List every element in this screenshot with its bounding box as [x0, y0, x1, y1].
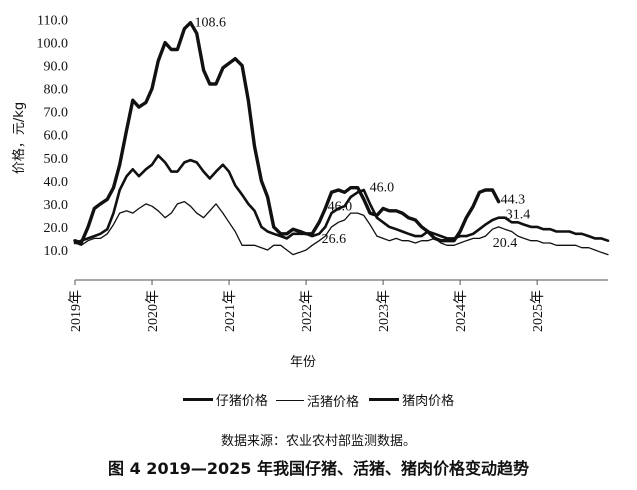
y-tick-label: 30.0: [44, 198, 69, 213]
y-tick-label: 10.0: [44, 244, 69, 259]
data-label: 44.3: [501, 193, 526, 208]
data-label: 108.6: [195, 16, 227, 31]
y-tick-label: 100.0: [37, 37, 69, 52]
y-tick-label: 80.0: [44, 83, 69, 98]
legend: 仔猪价格 活猪价格 猪肉价格: [0, 390, 637, 410]
series-line-2: [74, 200, 609, 256]
x-tick-label: 2020年: [145, 290, 161, 332]
x-tick-label: 2019年: [68, 290, 84, 332]
y-tick-label: 110.0: [37, 14, 68, 29]
y-axis: 10.0 20.0 30.0 40.0 50.0 60.0 70.0 80.0 90.0 100.…: [37, 14, 69, 259]
source-note: 数据来源：农业农村部监测数据。: [220, 434, 416, 449]
series-line-1: [73, 21, 501, 245]
legend-label-piglet: 仔猪价格: [215, 394, 268, 409]
legend-item-live-hog: 活猪价格: [274, 391, 359, 410]
plot-area: [73, 21, 610, 256]
series-line-3: [73, 154, 610, 245]
data-label: 46.0: [328, 199, 353, 214]
figure-caption: 图 4 2019—2025 年我国仔猪、活猪、猪肉价格变动趋势: [108, 459, 529, 478]
legend-swatch-pork: [369, 398, 400, 401]
data-labels: 108.6 46.0 26.6 20.4 46.0 31.444.3: [195, 16, 531, 251]
data-label: 46.0: [370, 181, 395, 196]
data-label: 20.4: [493, 236, 518, 251]
x-tick-label: 2023年: [376, 290, 392, 332]
y-tick-label: 40.0: [44, 175, 69, 190]
legend-item-pork: 猪肉价格: [365, 390, 454, 409]
legend-label-pork: 猪肉价格: [402, 394, 455, 409]
y-tick-label: 50.0: [44, 152, 69, 167]
y-axis-title: 价格，元/kg: [11, 102, 27, 174]
x-tick-label: 2022年: [299, 290, 315, 332]
legend-label-live-hog: 活猪价格: [306, 395, 359, 410]
y-tick-label: 90.0: [44, 60, 69, 75]
legend-swatch-live-hog: [275, 400, 304, 401]
x-axis-title: 年份: [290, 355, 316, 370]
data-label: 31.4: [506, 207, 530, 222]
data-label: 26.6: [322, 232, 347, 247]
y-tick-label: 60.0: [44, 129, 69, 144]
legend-swatch-piglet: [182, 398, 213, 401]
y-tick-label: 70.0: [44, 106, 69, 121]
x-tick-label: 2021年: [222, 290, 238, 332]
x-tick-label: 2025年: [530, 290, 546, 332]
x-tick-label: 2024年: [453, 290, 469, 332]
x-axis: 2019年 2020年 2021年 2022年 2023年 2024年 2025年: [68, 279, 608, 332]
legend-item-piglet: 仔猪价格: [182, 390, 268, 409]
y-tick-label: 20.0: [44, 221, 69, 236]
